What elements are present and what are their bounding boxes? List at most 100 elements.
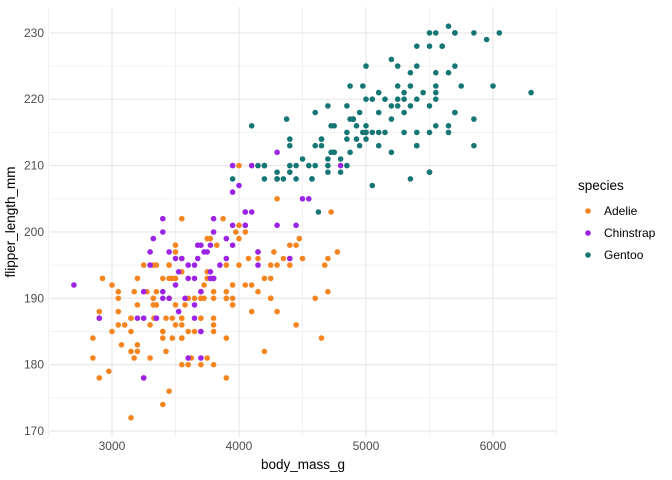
data-point-adelie <box>318 335 325 341</box>
data-point-adelie <box>229 302 236 308</box>
data-point-adelie <box>210 288 217 295</box>
data-point-gentoo <box>375 129 382 136</box>
major-gridlines <box>50 7 557 437</box>
data-point-adelie <box>172 322 179 328</box>
data-point-gentoo <box>287 162 293 169</box>
data-point-adelie <box>115 322 122 328</box>
data-point-adelie <box>214 242 220 248</box>
data-point-gentoo <box>483 36 490 43</box>
data-point-chinstrap <box>191 262 198 268</box>
data-point-gentoo <box>347 83 353 89</box>
data-point-gentoo <box>315 209 322 215</box>
data-point-adelie <box>321 262 328 268</box>
x-axis-title: body_mass_g <box>261 457 345 472</box>
data-point-gentoo <box>318 136 325 142</box>
data-point-adelie <box>201 295 207 302</box>
data-point-gentoo <box>344 162 350 169</box>
legend-label-gentoo: Gentoo <box>604 248 644 262</box>
data-point-gentoo <box>433 123 439 129</box>
data-point-adelie <box>163 315 169 322</box>
data-point-adelie <box>191 295 198 302</box>
data-point-gentoo <box>325 162 331 169</box>
data-point-adelie <box>236 162 242 169</box>
data-point-gentoo <box>490 83 496 89</box>
data-point-gentoo <box>306 162 312 169</box>
data-point-gentoo <box>344 136 350 142</box>
x-tick-label: 3000 <box>99 439 126 453</box>
data-point-adelie <box>134 275 141 282</box>
data-point-gentoo <box>452 109 458 116</box>
data-point-chinstrap <box>306 196 312 202</box>
data-point-gentoo <box>344 103 350 109</box>
data-point-gentoo <box>325 156 331 162</box>
data-point-gentoo <box>375 89 382 96</box>
data-point-adelie <box>134 302 141 308</box>
data-point-adelie <box>96 375 103 381</box>
data-point-chinstrap <box>217 262 223 268</box>
data-point-chinstrap <box>223 235 230 242</box>
data-point-gentoo <box>407 176 414 182</box>
data-point-adelie <box>160 335 166 341</box>
data-point-gentoo <box>280 176 287 182</box>
data-point-chinstrap <box>191 302 198 308</box>
data-point-gentoo <box>407 83 414 89</box>
data-point-adelie <box>134 342 141 348</box>
data-point-gentoo <box>328 123 334 129</box>
data-point-adelie <box>179 215 185 222</box>
y-tick-label: 170 <box>24 424 44 438</box>
data-point-adelie <box>169 315 176 322</box>
data-point-chinstrap <box>293 222 299 229</box>
data-point-adelie <box>106 368 112 375</box>
data-point-chinstrap <box>160 295 166 302</box>
data-point-gentoo <box>356 142 363 149</box>
y-axis-tick-labels: 170 180 190 200 210 220 230 <box>24 26 44 438</box>
data-point-gentoo <box>394 96 401 102</box>
x-tick-label: 4000 <box>226 439 253 453</box>
data-point-chinstrap <box>160 215 166 222</box>
data-point-gentoo <box>248 123 255 129</box>
data-point-adelie <box>118 342 125 348</box>
data-point-adelie <box>131 355 137 361</box>
data-point-gentoo <box>407 103 414 109</box>
data-point-adelie <box>255 255 261 262</box>
data-point-chinstrap <box>223 255 230 262</box>
data-point-adelie <box>134 348 141 355</box>
data-point-adelie <box>163 348 169 355</box>
data-point-adelie <box>204 355 210 361</box>
data-point-gentoo <box>452 30 458 36</box>
data-point-adelie <box>274 308 280 315</box>
data-point-gentoo <box>420 89 426 96</box>
data-point-gentoo <box>388 116 395 122</box>
data-point-gentoo <box>401 89 407 96</box>
data-point-gentoo <box>369 96 376 102</box>
data-point-adelie <box>299 255 306 262</box>
data-point-adelie <box>169 335 176 341</box>
data-point-adelie <box>109 328 115 335</box>
data-point-adelie <box>236 262 242 268</box>
data-point-adelie <box>274 196 280 202</box>
data-point-adelie <box>182 302 188 308</box>
data-point-chinstrap <box>185 262 191 268</box>
minor-gridlines <box>48 7 557 437</box>
data-point-chinstrap <box>248 162 255 169</box>
data-point-gentoo <box>369 129 376 136</box>
data-point-chinstrap <box>185 275 191 282</box>
data-point-adelie <box>245 255 252 262</box>
data-point-gentoo <box>471 30 477 36</box>
data-point-chinstrap <box>274 149 280 156</box>
data-point-gentoo <box>401 96 407 102</box>
data-point-gentoo <box>325 103 331 109</box>
data-point-adelie <box>128 348 134 355</box>
data-point-gentoo <box>426 129 433 136</box>
data-point-adelie <box>267 275 274 282</box>
data-point-adelie <box>179 335 185 341</box>
data-point-adelie <box>201 282 207 288</box>
data-point-adelie <box>296 235 303 242</box>
data-point-gentoo <box>426 43 433 49</box>
data-point-gentoo <box>388 56 395 63</box>
data-point-chinstrap <box>337 162 344 169</box>
data-point-gentoo <box>496 30 503 36</box>
data-point-gentoo <box>471 116 477 122</box>
data-point-gentoo <box>433 30 439 36</box>
data-point-gentoo <box>407 69 414 76</box>
